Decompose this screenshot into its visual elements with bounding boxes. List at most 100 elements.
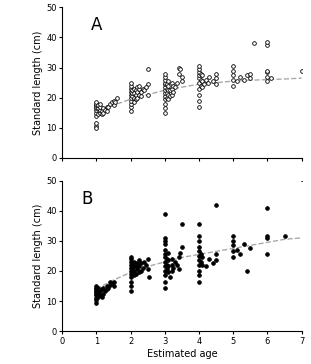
Point [128,268,133,274]
Point [132,95,137,100]
Point [97,104,102,110]
Point [111,278,116,284]
Text: A: A [91,16,102,34]
Point [197,72,202,78]
Point [128,271,133,277]
Point [265,233,270,239]
Point [130,93,135,99]
Point [104,286,109,292]
Point [166,264,171,269]
Point [265,68,270,74]
Point [94,104,99,110]
Point [176,71,181,76]
Point [164,81,169,87]
Point [197,104,202,110]
Point [94,292,99,298]
Point [166,250,171,256]
Point [143,262,149,268]
Point [128,98,133,104]
Point [145,256,150,262]
Point [133,271,138,277]
Point [167,274,172,280]
Point [130,265,135,271]
Point [169,92,174,98]
Point [94,113,99,119]
Point [109,99,114,105]
Point [133,96,138,102]
Point [197,221,202,227]
Point [94,297,99,302]
Point [164,95,169,100]
Point [164,266,169,272]
Point [179,74,184,79]
Point [130,87,135,93]
Point [130,261,135,266]
Point [164,90,169,96]
Point [162,81,167,87]
Point [138,268,143,274]
Point [145,81,150,87]
Point [197,273,202,278]
Point [132,90,137,96]
Point [113,99,118,105]
Point [145,92,150,98]
Point [197,233,202,239]
Point [97,110,102,116]
Point [138,89,143,95]
Point [135,84,140,90]
Point [234,78,239,84]
Point [109,280,114,286]
Point [101,285,106,290]
Point [162,278,167,284]
Point [197,278,202,284]
Point [164,256,169,262]
Point [162,77,167,83]
Point [96,289,101,295]
Point [241,77,246,83]
Point [106,285,111,290]
Point [140,86,145,92]
Point [128,101,133,107]
Point [166,92,171,98]
Point [299,68,304,74]
Point [231,233,236,239]
Point [202,81,207,87]
Point [198,83,203,88]
Point [164,86,169,92]
Point [162,96,167,102]
Point [147,274,152,280]
Point [169,256,174,262]
Text: B: B [81,190,93,207]
Point [162,273,167,278]
Point [248,75,253,81]
Point [169,262,174,268]
Point [244,72,249,78]
Point [162,101,167,107]
Point [214,75,219,81]
Point [179,244,184,250]
Point [137,264,142,269]
Point [176,65,181,71]
Point [162,252,167,257]
Point [103,288,108,293]
Y-axis label: Standard length (cm): Standard length (cm) [33,31,43,135]
Point [178,66,183,72]
Point [94,107,99,112]
Point [251,40,256,46]
Point [97,288,102,293]
Point [108,278,113,284]
Point [128,95,133,100]
Point [205,80,210,86]
Point [166,257,171,263]
Y-axis label: Standard length (cm): Standard length (cm) [33,204,43,308]
Point [132,264,137,269]
Point [94,125,99,131]
Point [198,71,203,76]
Point [200,84,205,90]
Point [197,262,202,268]
Point [96,111,101,117]
Point [167,87,172,93]
Point [104,283,109,289]
Point [238,252,243,257]
Point [231,77,236,83]
